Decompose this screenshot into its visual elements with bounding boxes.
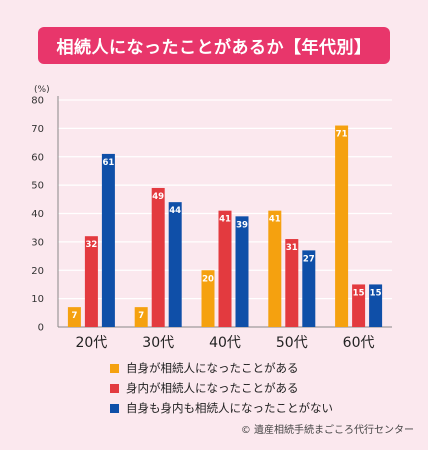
y-tick-label: 0 bbox=[38, 323, 44, 334]
bar bbox=[151, 187, 165, 327]
bar-value-label: 39 bbox=[236, 220, 248, 230]
x-category-label: 40代 bbox=[209, 335, 241, 351]
bar-value-label: 27 bbox=[303, 254, 315, 264]
y-tick-label: 30 bbox=[31, 237, 44, 248]
legend-label-family: 身内が相続人になったことがある bbox=[126, 381, 299, 395]
bar-value-label: 41 bbox=[219, 215, 231, 225]
bar bbox=[235, 216, 249, 327]
bar bbox=[101, 153, 115, 327]
y-unit-label: (%) bbox=[34, 85, 50, 95]
legend-item-self: 自身が相続人になったことがある bbox=[110, 358, 333, 378]
bar-value-label: 61 bbox=[102, 158, 114, 168]
x-category-label: 50代 bbox=[276, 335, 308, 351]
bar-value-label: 15 bbox=[353, 288, 365, 298]
bar bbox=[168, 202, 182, 327]
bar bbox=[218, 210, 232, 327]
legend-item-family: 身内が相続人になったことがある bbox=[110, 378, 333, 398]
bar bbox=[285, 239, 299, 327]
bar bbox=[134, 307, 148, 327]
bar-value-label: 15 bbox=[370, 288, 382, 298]
legend-swatch-none bbox=[110, 403, 119, 413]
y-tick-label: 70 bbox=[31, 124, 44, 135]
bar bbox=[369, 284, 383, 327]
bar bbox=[84, 236, 98, 327]
bar-value-label: 49 bbox=[152, 192, 164, 202]
chart-title: 相続人になったことがあるか【年代別】 bbox=[56, 38, 372, 58]
bar-value-label: 7 bbox=[138, 311, 144, 321]
bar-value-label: 44 bbox=[169, 206, 181, 216]
y-tick-label: 10 bbox=[31, 294, 44, 305]
legend-swatch-family bbox=[110, 383, 119, 393]
bar-value-label: 20 bbox=[202, 274, 214, 284]
chart-title-banner: 相続人になったことがあるか【年代別】 bbox=[38, 27, 390, 64]
legend-label-self: 自身が相続人になったことがある bbox=[126, 361, 299, 375]
x-category-label: 30代 bbox=[142, 335, 174, 351]
bar-value-label: 7 bbox=[71, 311, 77, 321]
bar bbox=[201, 270, 215, 327]
y-tick-label: 50 bbox=[31, 181, 44, 192]
bar-value-label: 32 bbox=[85, 240, 97, 250]
y-tick-label: 80 bbox=[31, 96, 44, 107]
y-tick-label: 20 bbox=[31, 266, 44, 277]
legend-swatch-self bbox=[110, 363, 119, 373]
bar bbox=[352, 284, 366, 327]
bar bbox=[302, 250, 316, 327]
x-category-label: 60代 bbox=[343, 335, 375, 351]
legend: 自身が相続人になったことがある 身内が相続人になったことがある 自身も身内も相続… bbox=[110, 358, 333, 418]
legend-label-none: 自身も身内も相続人になったことがない bbox=[126, 401, 333, 415]
bar bbox=[268, 210, 282, 327]
x-category-label: 20代 bbox=[75, 335, 107, 351]
y-tick-label: 60 bbox=[31, 152, 44, 163]
bar-value-label: 31 bbox=[286, 243, 298, 253]
bar-value-label: 41 bbox=[269, 215, 281, 225]
legend-item-none: 自身も身内も相続人になったことがない bbox=[110, 398, 333, 418]
copyright-credit: © 遺産相続手続まごころ代行センター bbox=[240, 425, 414, 436]
bar bbox=[67, 307, 81, 327]
y-tick-label: 40 bbox=[31, 209, 44, 220]
bar-value-label: 71 bbox=[336, 130, 348, 140]
bar-chart: 0 10 20 30 40 50 60 70 80(%) 7 32 61 20代 7 49 44 30代 20 41… bbox=[31, 85, 392, 351]
bar bbox=[335, 125, 349, 327]
